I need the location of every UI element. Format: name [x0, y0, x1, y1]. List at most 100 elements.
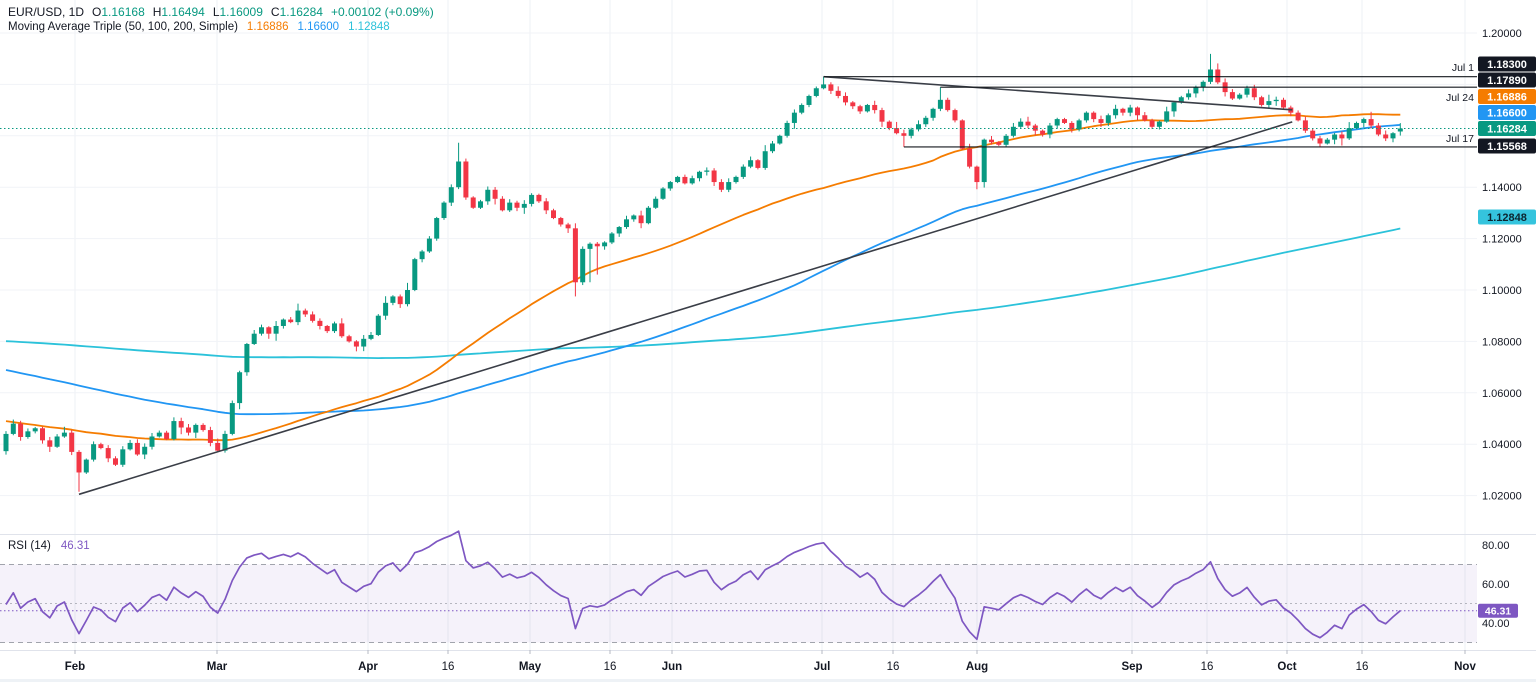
candle-up: [762, 151, 768, 168]
level-label: Jul 1: [1452, 62, 1474, 74]
ohlc-field: C1.16284: [270, 5, 323, 19]
candle-up: [806, 95, 812, 105]
candle-down: [317, 320, 323, 326]
candle-up: [616, 227, 622, 234]
candle-down: [974, 166, 980, 183]
trendline-ascending[interactable]: [78, 121, 1293, 496]
candle-down: [1310, 130, 1316, 139]
candle-up: [1105, 115, 1111, 123]
candle-up: [149, 436, 155, 447]
candle-down: [1295, 112, 1301, 121]
ma100-line[interactable]: [5, 124, 1401, 416]
candle-up: [383, 302, 389, 316]
candle-up: [478, 201, 483, 208]
candle-up: [273, 325, 279, 334]
candle-up: [791, 112, 797, 123]
candle-up: [1018, 121, 1024, 127]
candle-up: [1010, 126, 1016, 136]
candle-up: [1390, 133, 1396, 139]
axes-layer[interactable]: 1.20000 1.14000 1.12000 1.10000 1.08000 1.060…: [65, 28, 1536, 673]
candle-up: [142, 446, 148, 455]
candle-up: [229, 403, 235, 434]
candle-down: [1040, 130, 1046, 135]
candle-down: [186, 427, 191, 433]
price-axis-badge-text: 1.15568: [1487, 141, 1527, 153]
candle-down: [353, 341, 359, 347]
candle-up: [1003, 135, 1009, 145]
candle-up: [813, 88, 819, 96]
candle-up: [529, 194, 535, 204]
candle-down: [850, 102, 856, 107]
candle-up: [1083, 112, 1089, 121]
ma-value: 1.12848: [348, 21, 390, 33]
trendline-descending[interactable]: [823, 75, 1293, 111]
price-axis-badge: [1478, 56, 1536, 72]
price-axis-badge: [1478, 121, 1536, 136]
candle-up: [667, 182, 673, 189]
ma50-line[interactable]: [5, 113, 1401, 442]
candle-up: [237, 372, 243, 404]
rsi-line[interactable]: [5, 530, 1401, 641]
candle-down: [1149, 120, 1155, 127]
candle-up: [521, 203, 527, 208]
candle-down: [1120, 108, 1126, 113]
candle-down: [543, 201, 549, 211]
candle-up: [434, 218, 440, 239]
candle-up: [295, 310, 301, 323]
candle-up: [660, 188, 666, 199]
time-axis-label: 16: [442, 661, 455, 673]
candle-up: [1054, 119, 1060, 126]
candle-up: [1332, 134, 1338, 140]
rsi-layer: [0, 530, 1477, 641]
drawings-layer[interactable]: Jul 1 Jul 24 Jul 17: [0, 62, 1477, 496]
candle-down: [565, 224, 571, 229]
candle-down: [134, 442, 140, 455]
candle-up: [1273, 99, 1279, 102]
candle-up: [1076, 120, 1082, 130]
price-axis-badge: [1478, 72, 1536, 88]
candle-up: [222, 433, 228, 451]
candle-down: [952, 110, 958, 121]
candle-down: [945, 99, 951, 111]
candle-down: [755, 160, 761, 168]
candle-up: [156, 432, 162, 437]
candle-up: [375, 315, 381, 335]
candle-down: [1142, 115, 1148, 121]
ma-legend-label[interactable]: Moving Average Triple (50, 100, 200, Sim…: [8, 21, 238, 33]
candle-up: [916, 124, 921, 130]
candle-up: [675, 176, 681, 183]
candle-up: [653, 198, 659, 208]
candle-up: [784, 122, 790, 136]
candle-up: [1113, 108, 1119, 116]
candle-down: [718, 182, 724, 190]
candle-up: [937, 99, 943, 109]
rsi-legend-value: 46.31: [60, 540, 90, 552]
candle-up: [1346, 128, 1352, 139]
candle-up: [1361, 119, 1367, 123]
rsi-axis-label: 60.00: [1482, 579, 1510, 591]
candle-down: [207, 430, 213, 443]
candle-down: [1135, 107, 1140, 116]
candle-up: [368, 334, 374, 339]
candle-down: [302, 310, 308, 315]
candle-down: [1339, 134, 1345, 139]
price-axis-label: 1.04000: [1482, 439, 1522, 451]
candle-up: [251, 333, 257, 344]
level-label: Jul 17: [1446, 133, 1474, 145]
rsi-axis-badge: [1478, 603, 1518, 618]
candle-down: [1229, 92, 1235, 99]
candle-up: [405, 290, 410, 305]
candle-down: [215, 442, 221, 451]
moving-averages-layer[interactable]: [5, 113, 1401, 442]
symbol-title[interactable]: EUR/USD, 1D: [8, 5, 85, 19]
candle-down: [1383, 134, 1389, 139]
time-axis-label: 16: [604, 661, 617, 673]
candle-down: [324, 325, 330, 332]
time-axis-label: Mar: [207, 661, 228, 673]
rsi-legend-label[interactable]: RSI (14): [8, 540, 51, 552]
candle-up: [412, 259, 418, 290]
candle-down: [397, 296, 403, 305]
ma200-line[interactable]: [5, 227, 1401, 360]
